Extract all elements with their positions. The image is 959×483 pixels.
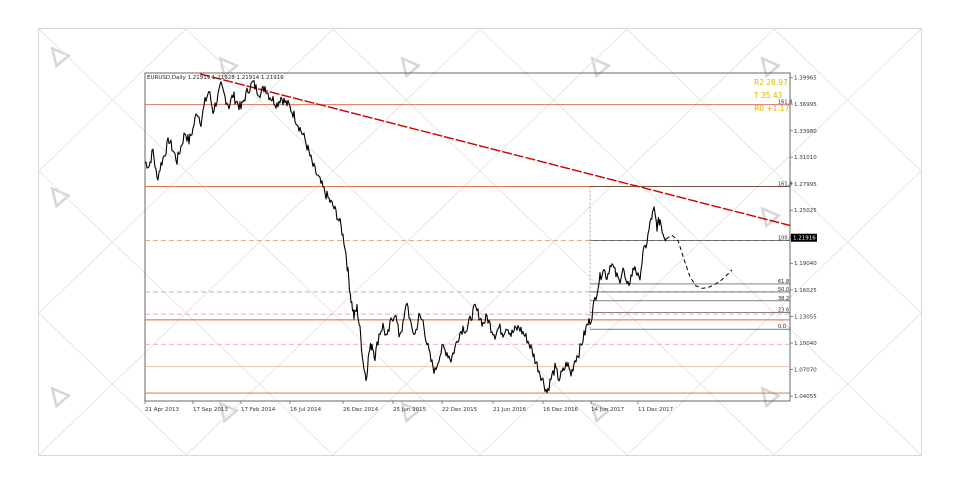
watermark-logo [760, 56, 782, 79]
x-tick-label: 21 Jun 2016 [493, 407, 527, 413]
watermark-diagonal [185, 312, 334, 455]
plot-area [144, 72, 791, 402]
y-tick-label: 1.31010 [794, 155, 817, 161]
fib-level-label: 0.0 [778, 324, 786, 330]
watermark-logo [218, 401, 240, 424]
watermark-logo [590, 56, 612, 79]
watermark-logo-mark [218, 401, 240, 424]
y-tick-label: 1.19040 [794, 261, 817, 267]
resistance-trendline [199, 73, 791, 227]
watermark-diagonal [332, 29, 481, 172]
watermark-diagonal [773, 312, 921, 455]
watermark-diagonal [185, 170, 334, 314]
x-tick-label: 16 Jul 2014 [290, 407, 322, 413]
y-tick-label: 1.16025 [794, 288, 817, 294]
fib-level-label: 38.2 [778, 296, 789, 302]
y-tick-label: 1.39965 [794, 76, 817, 82]
watermark-logo-mark [590, 56, 612, 79]
y-tick-label: 1.07070 [794, 367, 817, 373]
y-tick-label: 1.33980 [794, 129, 817, 135]
y-tick-label: 1.36995 [794, 102, 817, 108]
projection-line [665, 234, 733, 289]
watermark-diagonal [479, 29, 628, 172]
watermark-logo-mark [50, 386, 72, 409]
watermark-logo [50, 186, 72, 209]
y-tick-label: 1.25025 [794, 208, 817, 214]
watermark-diagonal [39, 29, 187, 172]
x-tick-label: 17 Feb 2014 [241, 407, 276, 413]
info-panel: R2 28.97 T 35.43 R0 +1.17 [753, 78, 790, 113]
watermark-diagonal [39, 312, 187, 455]
watermark-logo [50, 46, 72, 69]
watermark-logo [400, 401, 422, 424]
info-line: T 35.43 [753, 91, 783, 100]
watermark-diagonal [479, 170, 628, 314]
fib-level-label: 23.6 [778, 307, 789, 313]
chart-canvas: 161.8 161.8 100.0 61.8 50.0 38.2 23.6 0.0 1.39… [39, 29, 921, 455]
watermark-logo-mark [50, 186, 72, 209]
watermark-logo-mark [218, 56, 240, 79]
y-tick-label: 1.10040 [794, 341, 817, 347]
fibonacci-levels: 161.8 100.0 61.8 50.0 38.2 23.6 0.0 [589, 181, 792, 330]
current-price-box [791, 233, 817, 242]
watermark-diagonal [332, 312, 481, 455]
watermark-diagonal [185, 29, 334, 172]
x-tick-label: 14 Jun 2017 [591, 407, 625, 413]
x-tick-label: 26 Dec 2014 [343, 407, 379, 413]
x-tick-label: 17 Sep 2013 [193, 407, 228, 413]
axes: 1.39965 1.36995 1.33980 1.31010 1.27995 1.250… [144, 76, 817, 413]
info-line: R2 28.97 [754, 78, 788, 87]
watermark-diagonal [332, 170, 481, 314]
chart-frame: 161.8 161.8 100.0 61.8 50.0 38.2 23.6 0.0 1.39… [38, 28, 922, 456]
watermark-diagonal [626, 170, 775, 314]
watermark-logo-mark [760, 56, 782, 79]
fib-level-label: 161.8 [778, 181, 792, 187]
watermark-logo-mark [400, 56, 422, 79]
current-price-label: 1.21916 [793, 236, 816, 242]
watermark-logo [218, 56, 240, 79]
watermark-diagonal [773, 29, 921, 172]
watermark-diagonal [39, 170, 187, 314]
y-tick-label: 1.04055 [794, 394, 817, 400]
fib-level-label: 100.0 [778, 236, 792, 242]
watermark-diagonal [773, 170, 921, 314]
watermark-diagonal [479, 312, 628, 455]
watermark-logo [400, 56, 422, 79]
watermark-logo-mark [50, 46, 72, 69]
trendline-layer [199, 73, 791, 227]
price-line [144, 80, 667, 394]
info-line: R0 +1.17 [754, 104, 790, 113]
x-tick-label: 22 Dec 2015 [442, 407, 478, 413]
price-series [144, 80, 733, 394]
watermark-diagonal [626, 29, 775, 172]
fib-level-label: 50.0 [778, 287, 789, 293]
watermark-grid [39, 29, 921, 455]
watermark-diagonal [626, 312, 775, 455]
x-tick-label: 21 Apr 2013 [145, 407, 180, 413]
x-tick-label: 16 Dec 2016 [543, 407, 579, 413]
watermark-logo-mark [400, 401, 422, 424]
y-tick-label: 1.27995 [794, 182, 817, 188]
watermark-logo [50, 386, 72, 409]
watermark-logo [590, 401, 612, 424]
y-tick-label: 1.13055 [794, 314, 817, 320]
x-tick-label: 11 Dec 2017 [638, 407, 674, 413]
fib-level-label: 61.8 [778, 279, 789, 285]
level-label: 161.8 [778, 100, 792, 106]
symbol-header: EURUSD,Daily 1.21919 1.21928 1.21914 1.2… [147, 75, 284, 81]
x-tick-label: 25 Jun 2015 [393, 407, 427, 413]
watermark-logo-mark [590, 401, 612, 424]
